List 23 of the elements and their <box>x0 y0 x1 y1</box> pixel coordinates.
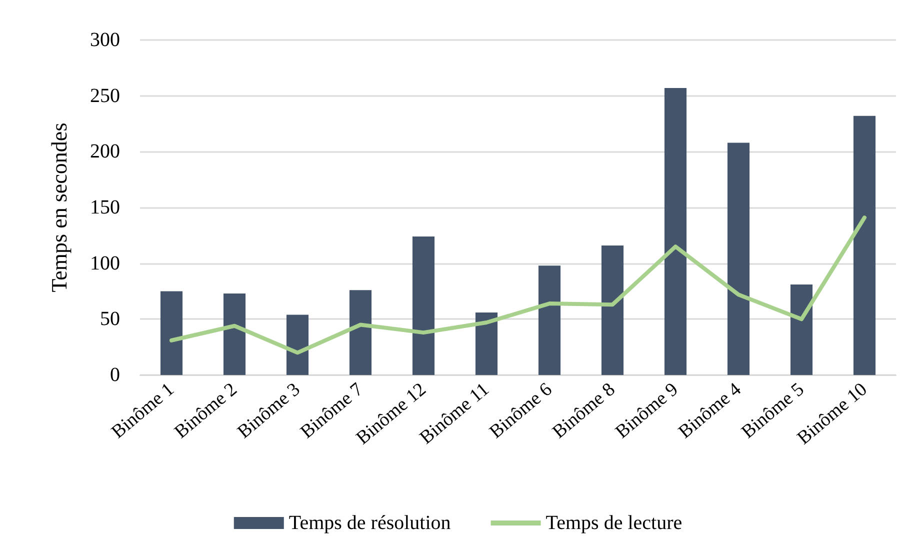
bar <box>664 88 687 375</box>
y-tick-label: 200 <box>90 140 120 163</box>
bar <box>286 314 309 375</box>
line-series <box>170 216 866 355</box>
y-tick-label: 150 <box>90 196 120 218</box>
bar <box>790 284 813 375</box>
bar <box>601 245 624 375</box>
y-tick-label: 50 <box>100 308 120 330</box>
bar <box>160 291 183 375</box>
legend-label: Temps de résolution <box>288 512 451 534</box>
y-tick-label: 300 <box>90 29 120 51</box>
bar <box>538 266 561 375</box>
bar <box>223 293 246 375</box>
bar <box>727 142 750 375</box>
y-tick-label: 250 <box>90 84 120 107</box>
bar <box>475 312 498 375</box>
y-tick-label: 100 <box>90 252 120 274</box>
y-tick-label: 0 <box>110 364 120 386</box>
bar <box>349 290 372 375</box>
y-axis-title: Temps en secondes <box>46 122 72 292</box>
legend-label: Temps de lecture <box>546 512 682 534</box>
bar <box>412 236 435 375</box>
bar <box>853 116 876 375</box>
